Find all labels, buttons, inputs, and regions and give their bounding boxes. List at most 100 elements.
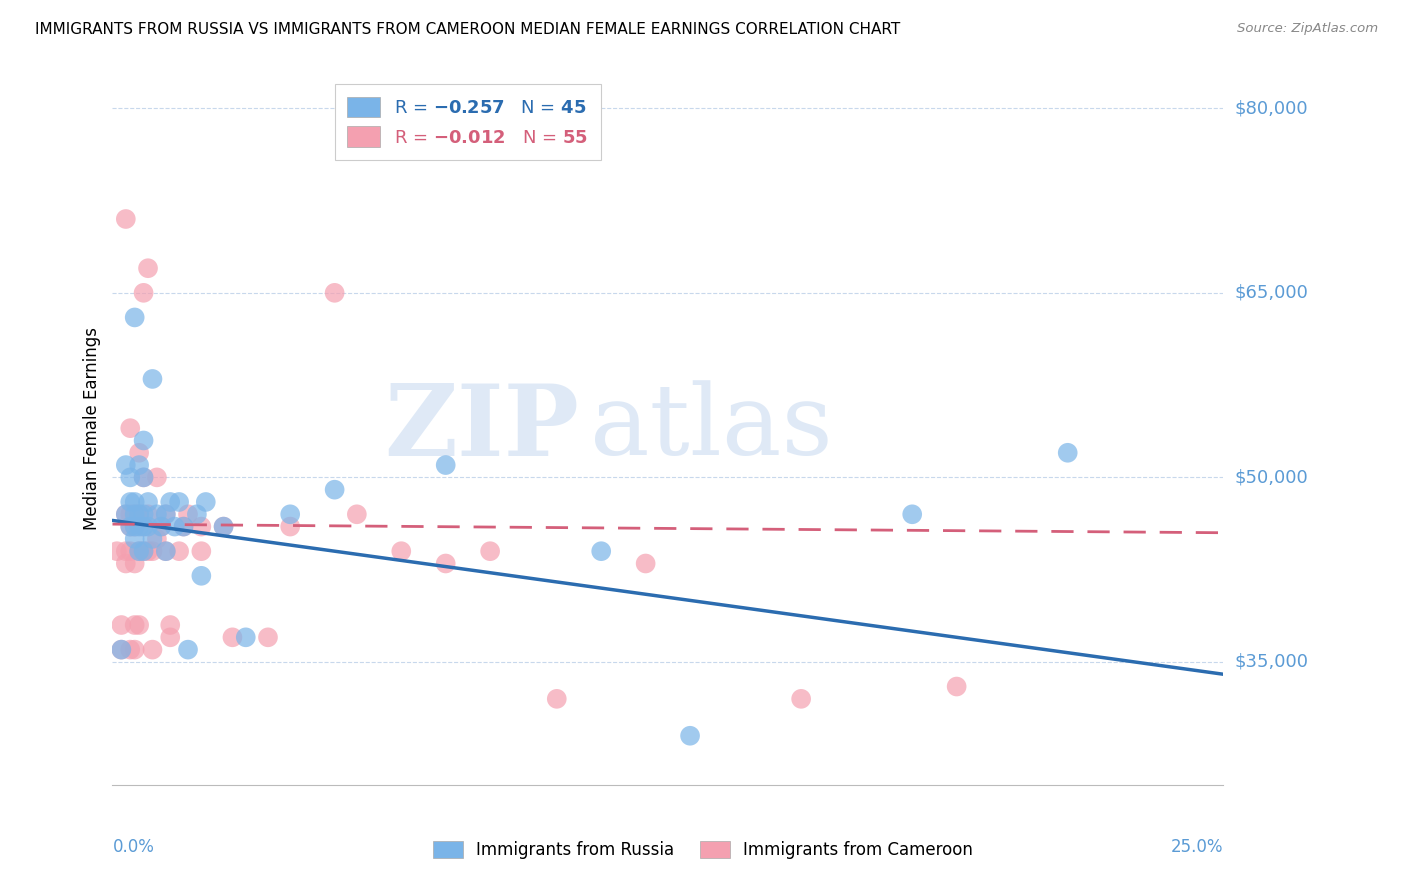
Point: [114, 557, 136, 571]
Point: [136, 508, 159, 522]
Text: atlas: atlas: [591, 380, 832, 476]
Point: [128, 544, 150, 558]
Point: [120, 544, 142, 558]
Point: [173, 519, 195, 533]
Point: [150, 519, 173, 533]
Text: $35,000: $35,000: [1234, 653, 1309, 671]
Point: [114, 458, 136, 472]
Point: [146, 470, 169, 484]
Point: [132, 544, 155, 558]
Point: [124, 508, 146, 522]
Point: [546, 691, 568, 706]
Point: [167, 495, 190, 509]
Point: [120, 519, 142, 533]
Point: [105, 544, 128, 558]
Text: IMMIGRANTS FROM RUSSIA VS IMMIGRANTS FROM CAMEROON MEDIAN FEMALE EARNINGS CORREL: IMMIGRANTS FROM RUSSIA VS IMMIGRANTS FRO…: [35, 22, 900, 37]
Point: [124, 519, 146, 533]
Point: [128, 446, 150, 460]
Point: [212, 519, 235, 533]
Point: [634, 557, 657, 571]
Point: [901, 508, 924, 522]
Point: [110, 642, 132, 657]
Point: [159, 495, 181, 509]
Point: [190, 519, 212, 533]
Point: [124, 532, 146, 546]
Point: [120, 519, 142, 533]
Point: [132, 519, 155, 533]
Point: [132, 519, 155, 533]
Legend: R = $\mathbf{-0.257}$   N = $\mathbf{45}$, R = $\mathbf{-0.012}$   N = $\mathbf{: R = $\mathbf{-0.257}$ N = $\mathbf{45}$,…: [335, 84, 600, 160]
Point: [278, 508, 301, 522]
Point: [128, 508, 150, 522]
Point: [132, 434, 155, 448]
Point: [679, 729, 702, 743]
Point: [136, 519, 159, 533]
Point: [124, 519, 146, 533]
Point: [120, 421, 142, 435]
Point: [120, 495, 142, 509]
Point: [434, 557, 457, 571]
Point: [278, 519, 301, 533]
Point: [120, 470, 142, 484]
Point: [136, 544, 159, 558]
Point: [167, 544, 190, 558]
Point: [155, 508, 177, 522]
Point: [114, 212, 136, 227]
Point: [159, 618, 181, 632]
Point: [212, 519, 235, 533]
Point: [114, 508, 136, 522]
Point: [132, 285, 155, 300]
Point: [146, 532, 169, 546]
Point: [235, 630, 257, 644]
Legend: Immigrants from Russia, Immigrants from Cameroon: Immigrants from Russia, Immigrants from …: [426, 834, 980, 866]
Point: [177, 508, 200, 522]
Point: [150, 519, 173, 533]
Point: [155, 544, 177, 558]
Text: 0.0%: 0.0%: [112, 838, 155, 856]
Point: [186, 508, 208, 522]
Point: [128, 618, 150, 632]
Point: [120, 508, 142, 522]
Point: [124, 495, 146, 509]
Point: [132, 544, 155, 558]
Point: [155, 544, 177, 558]
Point: [479, 544, 502, 558]
Point: [132, 470, 155, 484]
Point: [120, 642, 142, 657]
Point: [141, 372, 163, 386]
Text: $50,000: $50,000: [1234, 468, 1308, 486]
Point: [434, 458, 457, 472]
Point: [591, 544, 613, 558]
Point: [194, 495, 217, 509]
Text: 25.0%: 25.0%: [1171, 838, 1223, 856]
Point: [114, 508, 136, 522]
Point: [132, 470, 155, 484]
Point: [124, 508, 146, 522]
Point: [945, 680, 967, 694]
Point: [128, 544, 150, 558]
Point: [141, 532, 163, 546]
Point: [124, 642, 146, 657]
Point: [221, 630, 243, 644]
Point: [136, 495, 159, 509]
Point: [141, 642, 163, 657]
Point: [124, 618, 146, 632]
Point: [110, 642, 132, 657]
Text: $65,000: $65,000: [1234, 284, 1308, 301]
Point: [114, 544, 136, 558]
Point: [128, 458, 150, 472]
Text: $80,000: $80,000: [1234, 99, 1308, 117]
Point: [124, 310, 146, 325]
Point: [128, 519, 150, 533]
Point: [136, 261, 159, 276]
Point: [159, 630, 181, 644]
Point: [141, 544, 163, 558]
Point: [163, 519, 186, 533]
Point: [323, 285, 346, 300]
Point: [128, 508, 150, 522]
Y-axis label: Median Female Earnings: Median Female Earnings: [83, 326, 101, 530]
Point: [257, 630, 280, 644]
Text: Source: ZipAtlas.com: Source: ZipAtlas.com: [1237, 22, 1378, 36]
Point: [190, 544, 212, 558]
Point: [1056, 446, 1078, 460]
